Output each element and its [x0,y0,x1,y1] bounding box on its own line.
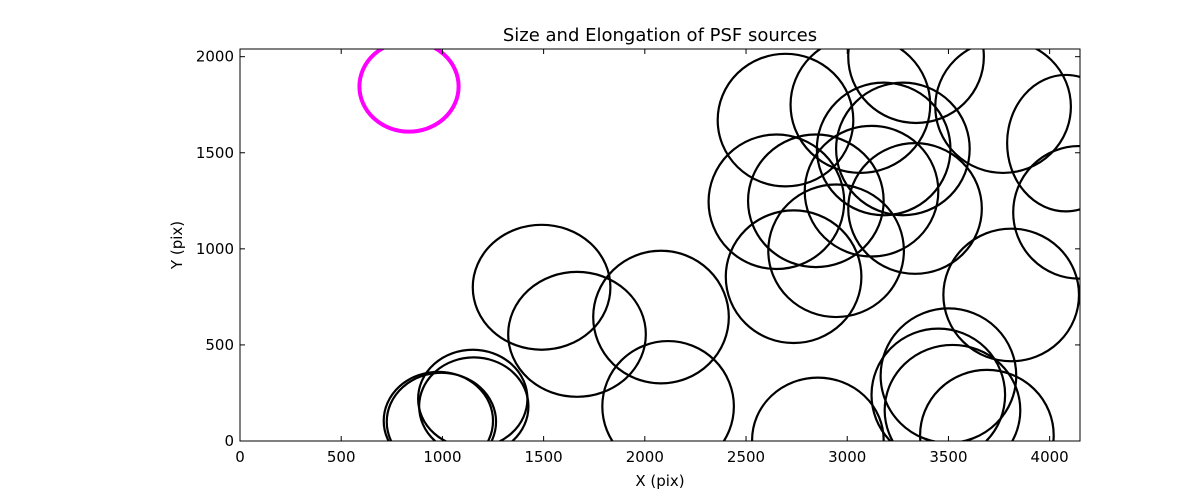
x-tick-label-1: 500 [327,448,356,466]
x-tick-label-4: 2000 [626,448,664,466]
data-markers [357,49,1080,441]
psf-ellipse-18 [847,142,983,275]
psf-ellipse-1 [385,371,498,441]
x-tick-label-2: 1000 [423,448,461,466]
plot-frame [239,48,1081,442]
psf-ellipse-14 [789,49,932,175]
psf-ellipse-5 [507,270,647,398]
y-tick-label-4: 2000 [196,48,234,66]
y-tick-label-1: 500 [205,336,234,354]
psf-ellipse-24 [934,49,1072,175]
psf-ellipse-19 [847,49,985,125]
y-tick-label-2: 1000 [196,240,234,258]
psf-ellipse-8 [707,133,846,271]
psf-ellipse-27 [1012,144,1080,280]
y-tick-label-3: 1500 [196,144,234,162]
psf-ellipse-25 [942,227,1080,363]
psf-ellipse-13 [767,183,906,319]
x-axis-ticks: 0 500 1000 1500 2000 2500 3000 3500 4000 [235,49,1069,466]
psf-ellipse-20 [870,327,1007,441]
psf-ellipse-4 [471,223,612,351]
y-axis-label: Y (pix) [168,221,186,270]
psf-ellipse-10 [724,209,863,345]
chart-title: Size and Elongation of PSF sources [503,25,817,46]
psf-ellipse-11 [746,133,885,269]
x-tick-label-6: 3000 [828,448,866,466]
psf-ellipse-12 [751,376,885,441]
psf-ellipse-6 [592,249,730,385]
psf-ellipse-26 [1006,73,1080,213]
reference-ellipse-0 [357,49,461,134]
x-tick-label-0: 0 [235,448,245,466]
psf-ellipse-3 [418,356,530,441]
y-axis-ticks: 0 500 1000 1500 2000 [196,48,1080,450]
psf-ellipse-2 [417,348,529,441]
x-tick-label-8: 4000 [1031,448,1069,466]
y-tick-label-0: 0 [224,432,234,450]
x-tick-label-5: 2500 [727,448,765,466]
psf-ellipse-9 [716,52,855,188]
psf-ellipse-15 [803,124,940,258]
psf-ellipse-17 [834,81,971,217]
x-tick-label-3: 1500 [525,448,563,466]
x-tick-label-7: 3500 [929,448,967,466]
psf-ellipse-22 [883,343,1022,441]
psf-ellipse-23 [919,368,1055,441]
x-axis-label: X (pix) [635,472,684,490]
psf-ellipse-7 [601,339,735,441]
